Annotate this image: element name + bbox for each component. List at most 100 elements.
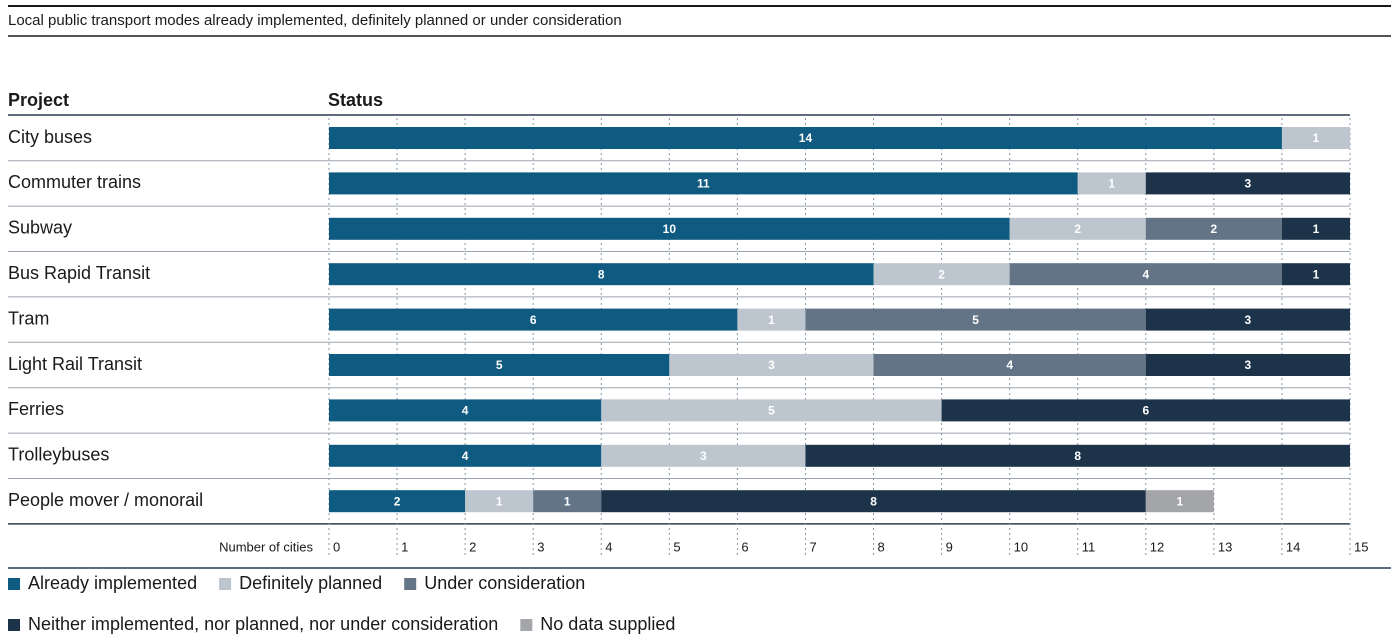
value-label: 10 <box>663 222 677 236</box>
value-label: 2 <box>394 494 401 508</box>
bar-segment <box>329 354 670 376</box>
bar-segment <box>465 490 534 513</box>
bar-segment <box>669 354 874 376</box>
value-label: 2 <box>1074 222 1081 236</box>
bar-segment <box>329 308 738 331</box>
category-label: Bus Rapid Transit <box>8 263 150 283</box>
x-tick-label: 15 <box>1354 539 1368 554</box>
bar-segment <box>1145 354 1350 376</box>
bar-segment <box>601 444 806 467</box>
x-axis-label: Number of cities <box>219 539 313 554</box>
bar-segment <box>329 399 602 422</box>
value-label: 4 <box>462 404 469 418</box>
bar-segment <box>805 444 1350 467</box>
x-tick-label: 5 <box>673 539 680 554</box>
category-label: Ferries <box>8 399 64 419</box>
bar-segment <box>1145 217 1282 240</box>
value-label: 1 <box>1313 267 1320 281</box>
bar-segment <box>873 354 1146 376</box>
value-label: 5 <box>496 358 503 372</box>
value-label: 1 <box>496 494 503 508</box>
value-label: 5 <box>972 313 979 327</box>
bar-segment <box>1281 127 1350 149</box>
bar-segment <box>805 308 1146 331</box>
category-label: Tram <box>8 308 49 328</box>
value-label: 1 <box>1313 131 1320 145</box>
value-label: 3 <box>1245 177 1252 191</box>
category-label: Trolleybuses <box>8 445 109 465</box>
category-label: City buses <box>8 127 92 147</box>
bar-segment <box>873 263 1010 286</box>
legend-swatch <box>404 578 417 590</box>
x-tick-label: 10 <box>1014 539 1028 554</box>
x-tick-label: 12 <box>1150 539 1164 554</box>
bar-segment <box>329 490 466 513</box>
bar-segment <box>601 490 1146 513</box>
x-tick-label: 14 <box>1286 539 1300 554</box>
value-label: 1 <box>1313 222 1320 236</box>
x-tick-label: 0 <box>333 539 340 554</box>
legend-label: Definitely planned <box>239 573 382 593</box>
value-label: 11 <box>697 177 710 191</box>
legend-label: Already implemented <box>28 573 197 593</box>
bar-segment <box>941 399 1350 422</box>
bar-segment <box>1009 263 1282 286</box>
legend-label: Under consideration <box>424 573 585 593</box>
value-label: 8 <box>1074 449 1081 463</box>
bar-segment <box>1077 172 1146 195</box>
bar-segment <box>737 308 806 331</box>
x-tick-label: 13 <box>1218 539 1232 554</box>
bar-segment <box>329 444 602 467</box>
category-label: People mover / monorail <box>8 490 203 510</box>
legend-swatch <box>520 619 533 631</box>
value-label: 4 <box>1142 267 1149 281</box>
bar-segment <box>1145 308 1350 331</box>
bar-segment <box>601 399 942 422</box>
x-tick-label: 6 <box>741 539 748 554</box>
bar-segment <box>329 127 1282 149</box>
x-tick-label: 1 <box>401 539 408 554</box>
x-tick-label: 9 <box>946 539 953 554</box>
x-tick-label: 2 <box>469 539 476 554</box>
bar-segment <box>1145 490 1214 513</box>
bar-segment <box>1009 217 1146 240</box>
value-label: 4 <box>462 449 469 463</box>
value-header: Status <box>328 90 383 110</box>
value-label: 2 <box>1211 222 1218 236</box>
value-label: 3 <box>768 358 775 372</box>
value-label: 6 <box>530 313 537 327</box>
value-label: 14 <box>799 131 813 145</box>
value-label: 6 <box>1142 404 1149 418</box>
value-label: 3 <box>700 449 707 463</box>
value-label: 2 <box>938 267 945 281</box>
value-label: 1 <box>768 313 775 327</box>
value-label: 3 <box>1245 358 1252 372</box>
value-label: 8 <box>598 267 605 281</box>
legend-swatch <box>219 578 232 590</box>
x-tick-label: 7 <box>809 539 816 554</box>
value-label: 8 <box>870 494 877 508</box>
bar-segment <box>533 490 602 513</box>
x-tick-label: 4 <box>605 539 612 554</box>
value-label: 1 <box>564 494 571 508</box>
category-label: Subway <box>8 218 72 238</box>
legend-swatch <box>8 578 20 590</box>
legend-label: No data supplied <box>540 614 675 634</box>
bar-segment <box>329 263 874 286</box>
value-label: 4 <box>1006 358 1013 372</box>
value-label: 3 <box>1245 313 1252 327</box>
value-label: 1 <box>1108 177 1115 191</box>
bar-segment <box>1145 172 1350 195</box>
category-label: Commuter trains <box>8 172 141 192</box>
chart-title: Local public transport modes already imp… <box>8 12 622 29</box>
category-label: Light Rail Transit <box>8 354 142 374</box>
bar-segment <box>329 172 1078 195</box>
x-tick-label: 3 <box>537 539 544 554</box>
value-label: 5 <box>768 404 775 418</box>
x-tick-label: 11 <box>1082 539 1096 554</box>
bar-segment <box>1281 263 1350 286</box>
value-label: 1 <box>1176 494 1183 508</box>
x-tick-label: 8 <box>878 539 885 554</box>
row-header: Project <box>8 90 69 110</box>
